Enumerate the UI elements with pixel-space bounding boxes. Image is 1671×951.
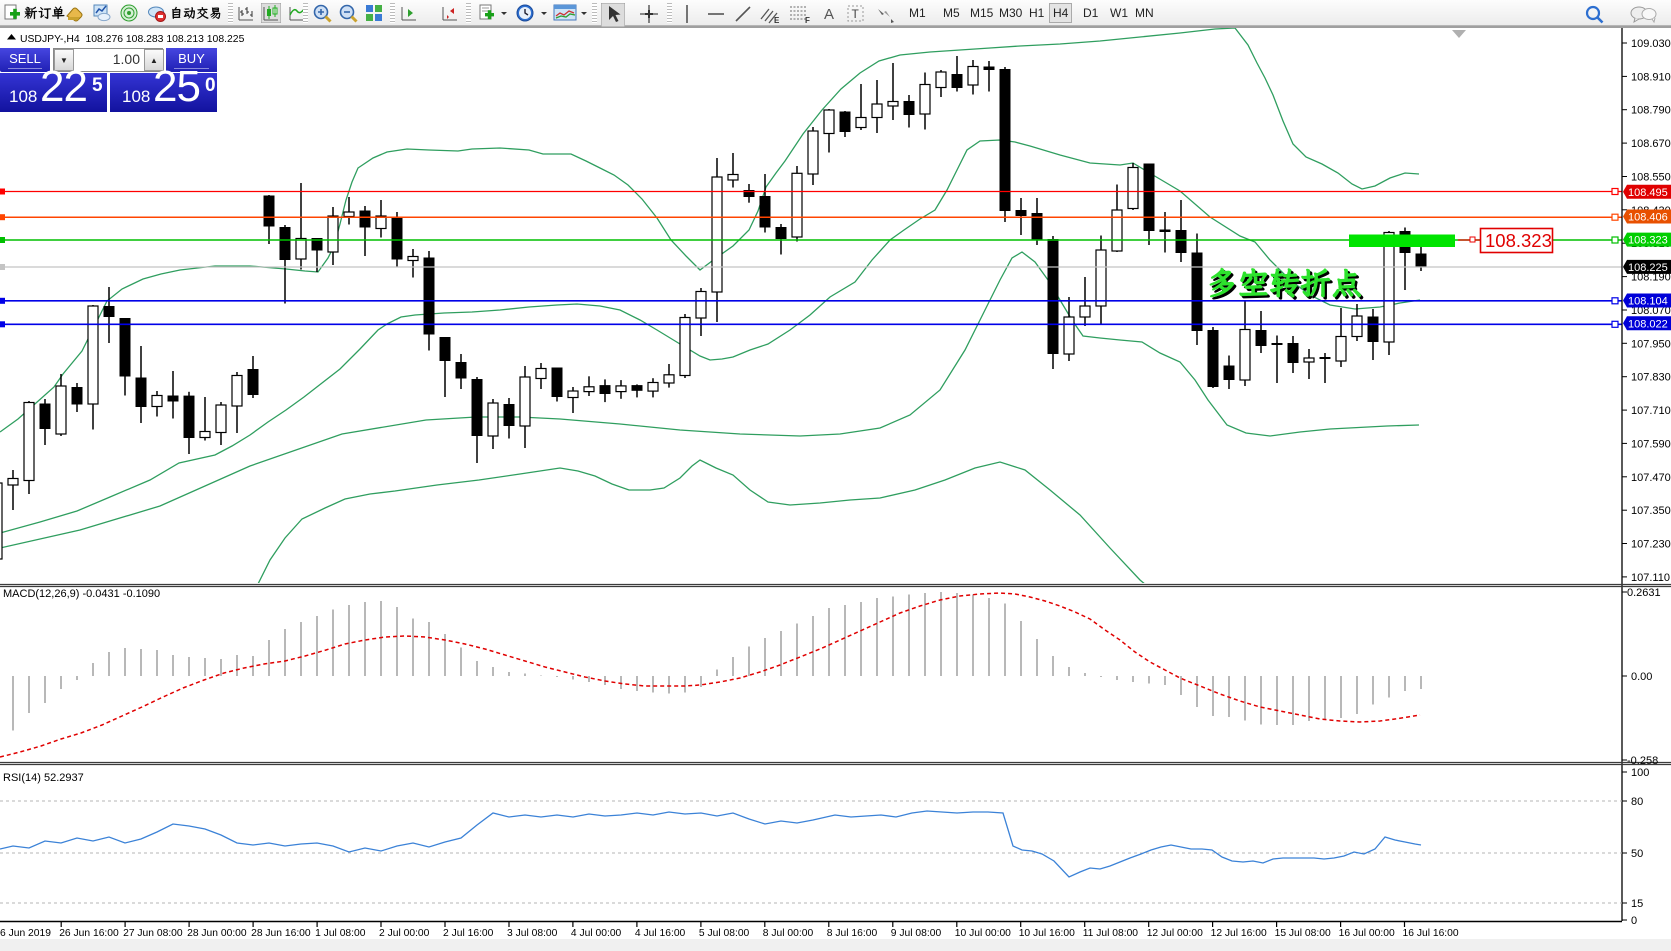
svg-text:0: 0 <box>1631 915 1637 927</box>
svg-text:109.030: 109.030 <box>1631 38 1671 50</box>
svg-text:108.670: 108.670 <box>1631 138 1671 150</box>
svg-text:100: 100 <box>1631 767 1649 779</box>
svg-text:108.104: 108.104 <box>1628 296 1668 308</box>
svg-text:5 Jul 08:00: 5 Jul 08:00 <box>699 928 750 939</box>
svg-text:2 Jul 00:00: 2 Jul 00:00 <box>379 928 430 939</box>
svg-text:108.070: 108.070 <box>1631 305 1671 317</box>
svg-text:50: 50 <box>1631 848 1643 860</box>
svg-text:107.950: 107.950 <box>1631 338 1671 350</box>
svg-text:F: F <box>805 16 810 25</box>
svg-text:USDJPY-,H4 108.276 108.283 10: USDJPY-,H4 108.276 108.283 108.213 108.2… <box>20 34 245 45</box>
svg-text:4 Jul 16:00: 4 Jul 16:00 <box>635 928 686 939</box>
svg-text:9 Jul 08:00: 9 Jul 08:00 <box>891 928 942 939</box>
svg-text:1 Jul 08:00: 1 Jul 08:00 <box>315 928 366 939</box>
svg-text:3 Jul 08:00: 3 Jul 08:00 <box>507 928 558 939</box>
svg-text:108.910: 108.910 <box>1631 71 1671 83</box>
svg-text:15 Jul 08:00: 15 Jul 08:00 <box>1275 928 1331 939</box>
svg-text:26 Jun 16:00: 26 Jun 16:00 <box>59 928 119 939</box>
svg-text:10 Jul 16:00: 10 Jul 16:00 <box>1019 928 1075 939</box>
svg-text:108.225: 108.225 <box>1628 262 1668 274</box>
svg-text:107.830: 107.830 <box>1631 372 1671 384</box>
svg-text:108.022: 108.022 <box>1628 318 1668 330</box>
svg-text:12 Jul 00:00: 12 Jul 00:00 <box>1147 928 1203 939</box>
svg-text:80: 80 <box>1631 796 1643 808</box>
svg-text:16 Jul 00:00: 16 Jul 00:00 <box>1339 928 1395 939</box>
svg-text:107.590: 107.590 <box>1631 438 1671 450</box>
svg-text:107.350: 107.350 <box>1631 505 1671 517</box>
svg-text:E: E <box>774 16 780 25</box>
svg-text:28 Jun 00:00: 28 Jun 00:00 <box>187 928 247 939</box>
svg-text:107.230: 107.230 <box>1631 539 1671 551</box>
svg-text:10 Jul 00:00: 10 Jul 00:00 <box>955 928 1011 939</box>
svg-text:16 Jul 16:00: 16 Jul 16:00 <box>1403 928 1459 939</box>
svg-text:28 Jun 16:00: 28 Jun 16:00 <box>251 928 311 939</box>
svg-text:MACD(12,26,9) -0.0431 -0.1090: MACD(12,26,9) -0.0431 -0.1090 <box>3 588 160 600</box>
svg-text:107.110: 107.110 <box>1631 572 1670 584</box>
svg-text:108.495: 108.495 <box>1628 187 1668 199</box>
svg-text:15: 15 <box>1631 898 1643 910</box>
svg-text:RSI(14) 52.2937: RSI(14) 52.2937 <box>3 772 84 784</box>
svg-text:8 Jul 16:00: 8 Jul 16:00 <box>827 928 878 939</box>
svg-text:T: T <box>852 7 860 21</box>
svg-text:108.323: 108.323 <box>1628 235 1668 247</box>
svg-text:107.470: 107.470 <box>1631 472 1671 484</box>
svg-text:-0.258: -0.258 <box>1627 755 1658 767</box>
svg-text:108.406: 108.406 <box>1628 212 1668 224</box>
svg-text:4 Jul 00:00: 4 Jul 00:00 <box>571 928 622 939</box>
svg-text:0.2631: 0.2631 <box>1627 587 1661 599</box>
svg-text:12 Jul 16:00: 12 Jul 16:00 <box>1211 928 1267 939</box>
svg-text:108.190: 108.190 <box>1631 272 1671 284</box>
svg-text:108.790: 108.790 <box>1631 105 1671 117</box>
svg-text:0.00: 0.00 <box>1631 671 1652 683</box>
svg-text:108.323: 108.323 <box>1485 230 1552 251</box>
svg-text:2 Jul 16:00: 2 Jul 16:00 <box>443 928 494 939</box>
svg-text:11 Jul 08:00: 11 Jul 08:00 <box>1083 928 1139 939</box>
svg-text:6 Jun 2019: 6 Jun 2019 <box>0 928 51 939</box>
svg-text:A: A <box>824 6 834 23</box>
svg-text:27 Jun 08:00: 27 Jun 08:00 <box>123 928 183 939</box>
svg-text:108.550: 108.550 <box>1631 172 1671 184</box>
svg-text:107.710: 107.710 <box>1631 405 1671 417</box>
svg-text:8 Jul 00:00: 8 Jul 00:00 <box>763 928 814 939</box>
